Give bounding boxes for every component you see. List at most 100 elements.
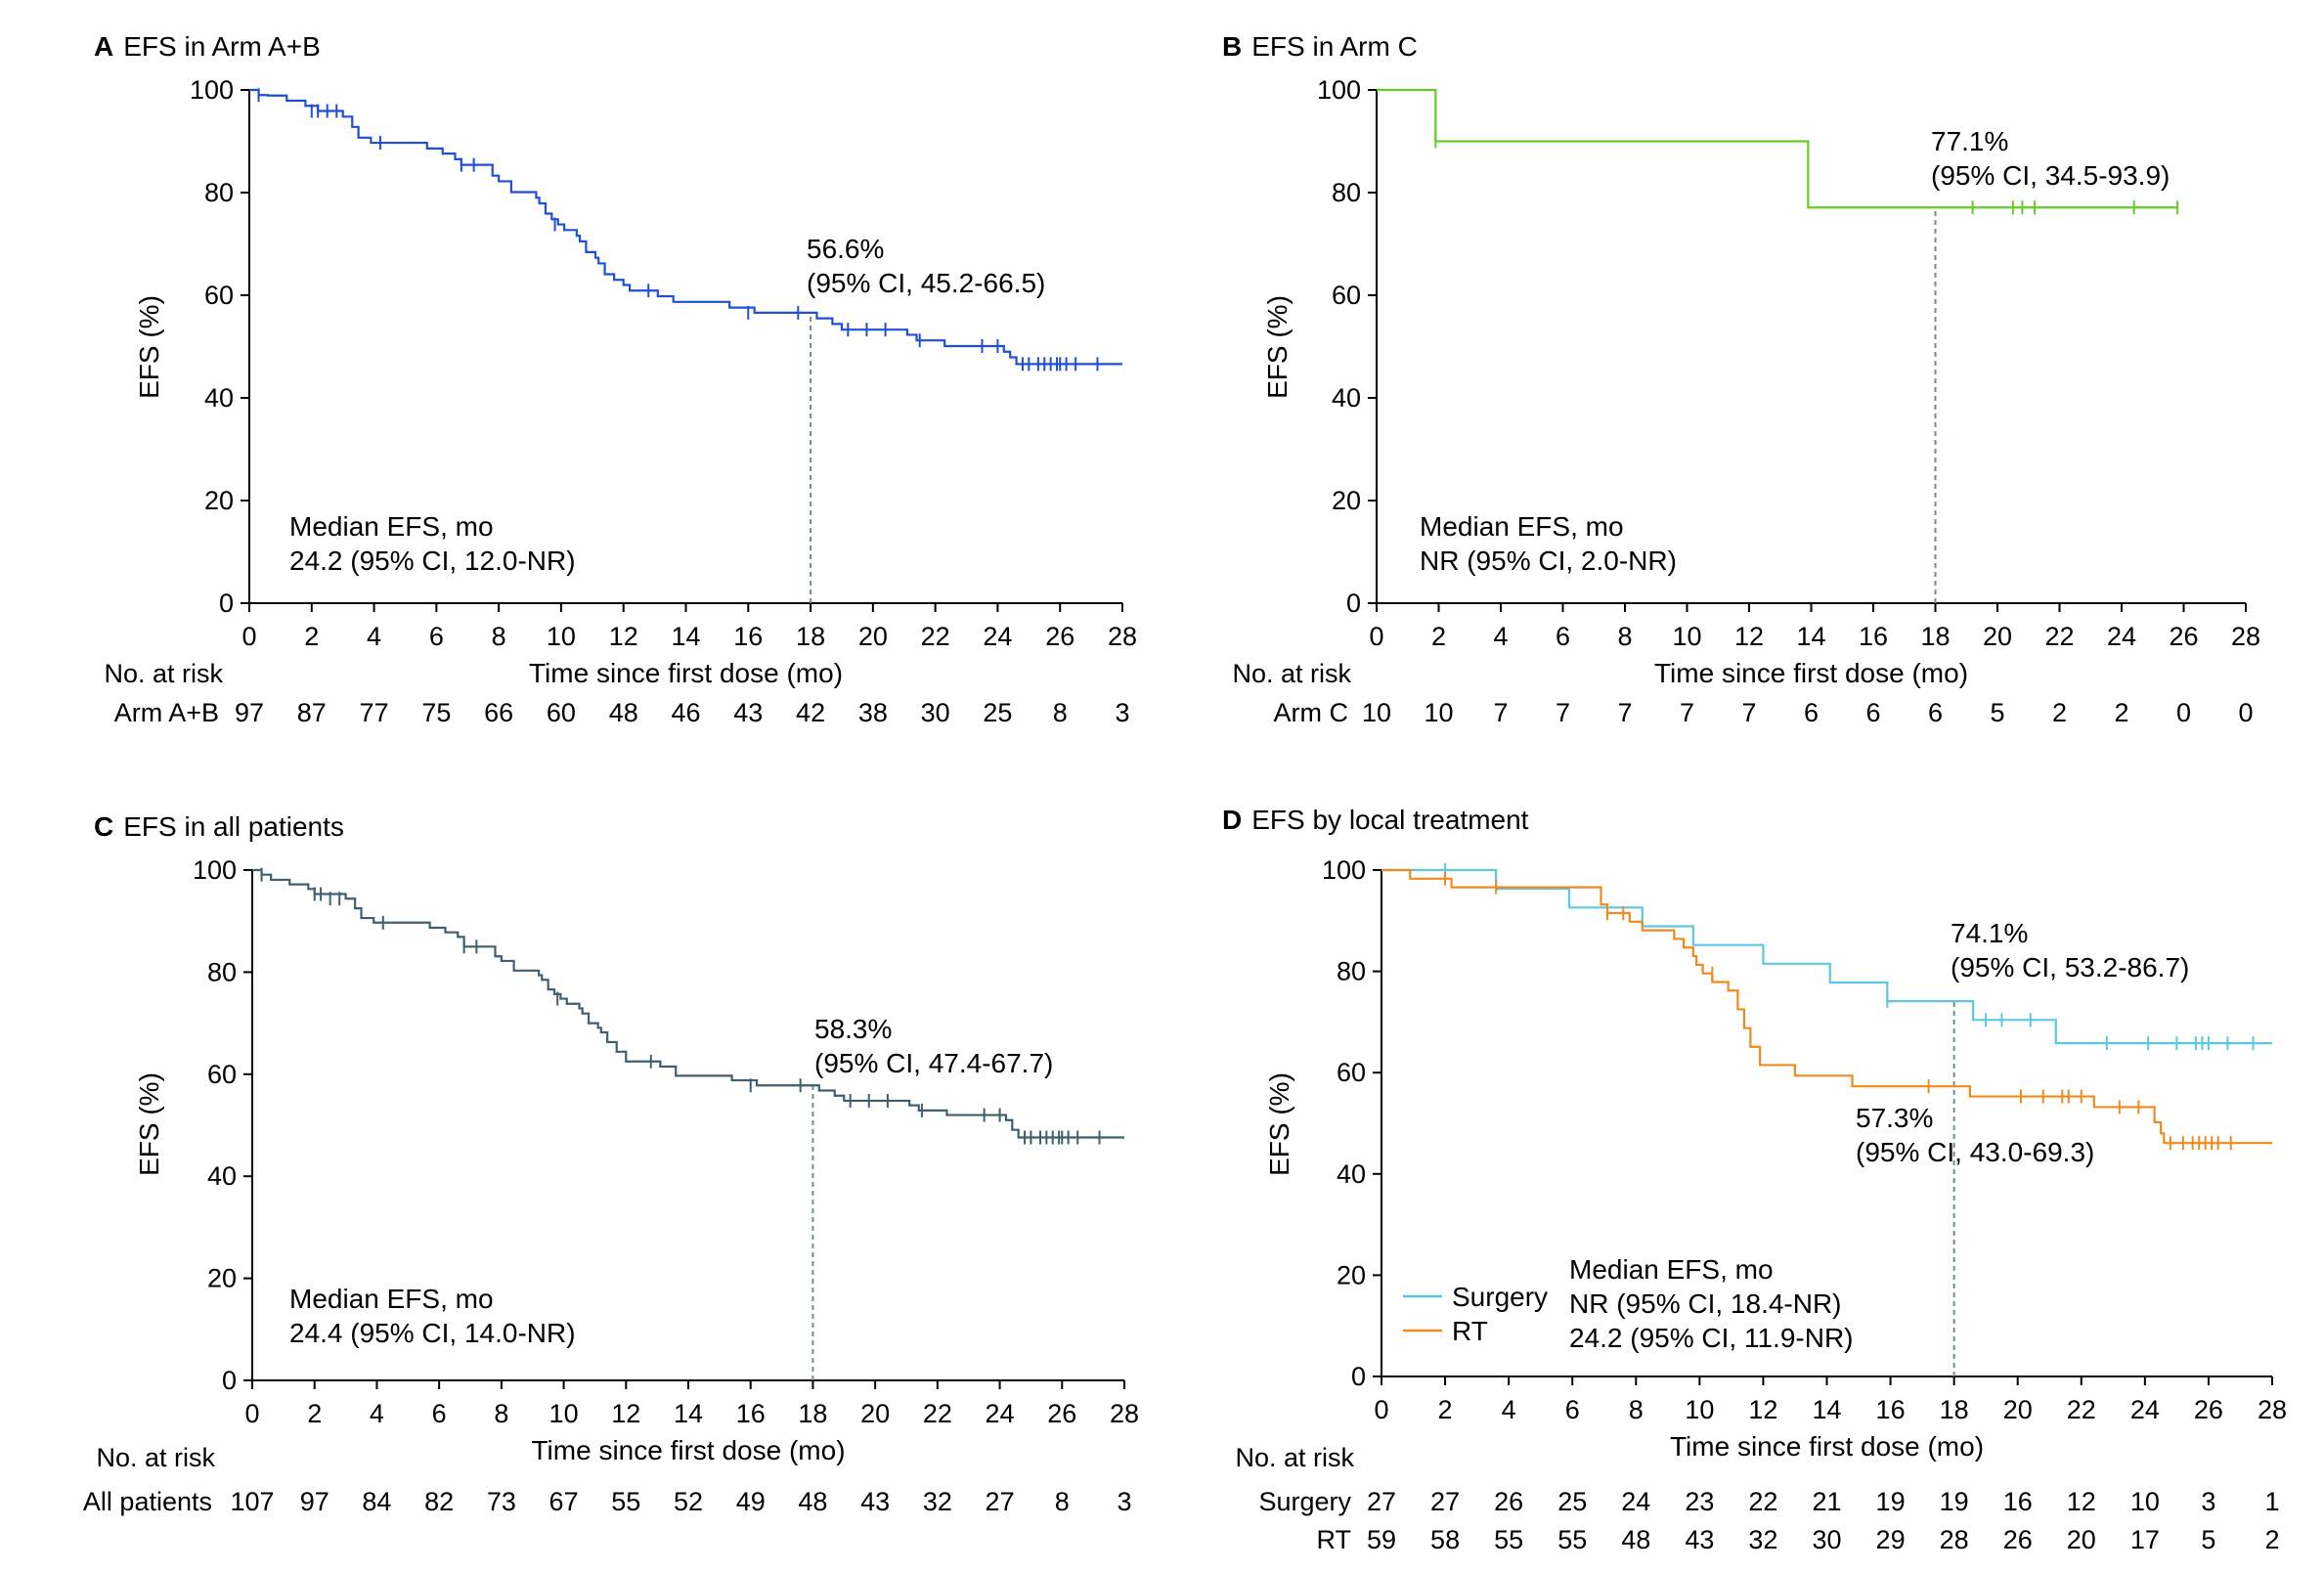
risk-count: 27 [986,1487,1015,1516]
risk-table-header: No. at risk [104,659,223,688]
x-tick-label: 14 [1796,622,1825,651]
risk-count: 27 [1430,1487,1460,1516]
risk-count: 5 [1990,698,2004,727]
risk-count: 0 [2176,698,2191,727]
x-tick-label: 18 [796,622,825,651]
risk-count: 27 [1367,1487,1396,1516]
risk-count: 3 [1117,1487,1131,1516]
risk-count: 0 [2238,698,2253,727]
y-tick-label: 40 [204,383,234,413]
risk-count: 48 [1621,1525,1650,1554]
risk-count: 19 [1940,1487,1969,1516]
median-efs-annotation: Median EFS, mo NR (95% CI, 18.4-NR) 24.2 (… [1569,1254,1854,1353]
risk-count: 7 [1617,698,1632,727]
panel-letter: D [1222,805,1242,835]
y-tick-label: 100 [190,75,234,105]
x-tick-label: 10 [1685,1395,1714,1424]
risk-count: 97 [235,698,264,727]
x-tick-label: 20 [858,622,888,651]
x-tick-label: 26 [2194,1395,2223,1424]
y-tick-label: 80 [1332,178,1361,207]
risk-row-label: Arm C [1274,698,1349,727]
risk-count: 30 [1812,1525,1841,1554]
risk-count: 48 [798,1487,827,1516]
y-tick-label: 40 [1332,383,1361,413]
risk-count: 10 [2130,1487,2160,1516]
risk-row-label: All patients [83,1487,212,1516]
risk-count: 66 [484,698,513,727]
y-tick-label: 100 [1317,75,1361,105]
km-curve [1381,868,2272,1045]
risk-count: 43 [733,698,763,727]
risk-count: 7 [1680,698,1694,727]
x-tick-label: 16 [1859,622,1888,651]
risk-count: 10 [1424,698,1453,727]
x-tick-label: 26 [1045,622,1074,651]
series-rt [1381,868,2272,1151]
panel-title: A EFS in Arm A+B [94,31,321,62]
rt-18mo-annotation-line: 57.3% [1856,1103,1933,1133]
x-tick-label: 6 [432,1399,447,1428]
x-tick-label: 14 [674,1399,703,1428]
x-axis-title: Time since first dose (mo) [1654,658,1968,688]
median-efs-annotation-line: Median EFS, mo [1420,511,1624,542]
x-tick-label: 0 [244,1399,259,1428]
risk-count: 107 [230,1487,274,1516]
risk-count: 1 [2264,1487,2279,1516]
risk-count: 46 [671,698,700,727]
x-axis-title: Time since first dose (mo) [529,658,843,688]
risk-count: 97 [300,1487,329,1516]
x-axis-title: Time since first dose (mo) [1670,1431,1984,1462]
risk-row-label: Arm A+B [114,698,219,727]
x-tick-label: 24 [983,622,1012,651]
y-axis-title: EFS (%) [1264,1072,1294,1176]
series-all-patients [252,867,1124,1145]
x-tick-label: 28 [1108,622,1137,651]
risk-row-label: RT [1316,1525,1351,1554]
km-curve [1377,88,2178,209]
x-tick-label: 22 [2067,1395,2096,1424]
x-tick-label: 8 [1617,622,1632,651]
risk-count: 3 [2201,1487,2215,1516]
risk-count: 32 [923,1487,952,1516]
legend-label: Surgery [1452,1282,1548,1312]
risk-count: 52 [674,1487,703,1516]
panel-title-text: EFS in Arm A+B [123,31,321,62]
risk-count: 2 [2114,698,2128,727]
x-tick-label: 24 [2130,1395,2160,1424]
efs-18mo-annotation-line: 77.1% [1931,126,2008,156]
x-tick-label: 28 [2231,622,2260,651]
risk-count: 7 [1741,698,1756,727]
x-tick-label: 26 [2169,622,2198,651]
risk-count: 43 [860,1487,890,1516]
x-tick-label: 26 [1047,1399,1076,1428]
risk-count: 26 [2003,1525,2033,1554]
risk-count: 3 [1115,698,1129,727]
y-axis-title: EFS (%) [134,295,164,399]
risk-count: 10 [1362,698,1391,727]
y-tick-label: 80 [1337,957,1366,986]
y-tick-label: 80 [204,178,234,207]
y-tick-label: 60 [204,281,234,310]
risk-count: 17 [2130,1525,2160,1554]
x-tick-label: 10 [547,622,576,651]
risk-count: 21 [1812,1487,1841,1516]
y-tick-label: 60 [1337,1058,1366,1087]
risk-count: 6 [1865,698,1880,727]
efs-18mo-annotation: 58.3% (95% CI, 47.4-67.7) [814,1014,1053,1078]
risk-count: 58 [1430,1525,1460,1554]
rt-18mo-annotation-line: (95% CI, 43.0-69.3) [1856,1137,2094,1167]
risk-count: 8 [1055,1487,1070,1516]
risk-table-header: No. at risk [1232,659,1351,688]
legend-label: RT [1452,1316,1488,1346]
x-tick-label: 22 [923,1399,952,1428]
risk-count: 55 [611,1487,640,1516]
y-tick-label: 40 [1337,1159,1366,1189]
x-tick-label: 10 [549,1399,579,1428]
x-tick-label: 22 [921,622,950,651]
y-tick-label: 20 [204,486,234,515]
surgery-18mo-annotation: 74.1% (95% CI, 53.2-86.7) [1951,918,2189,982]
risk-count: 26 [1494,1487,1523,1516]
x-tick-label: 8 [1629,1395,1644,1424]
median-efs-annotation: Median EFS, mo 24.4 (95% CI, 14.0-NR) [289,1284,576,1348]
